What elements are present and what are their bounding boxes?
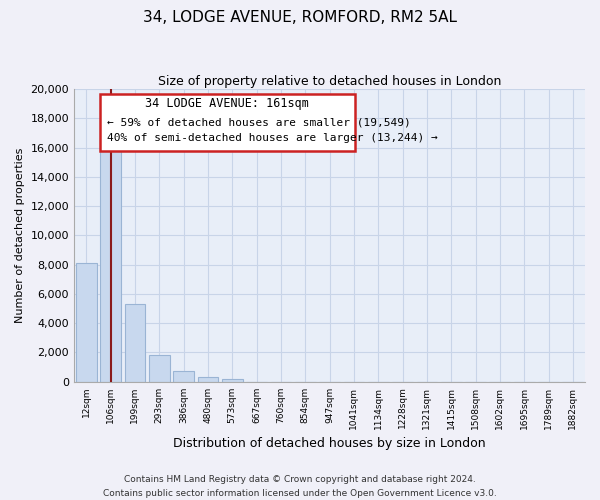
Text: Contains HM Land Registry data © Crown copyright and database right 2024.
Contai: Contains HM Land Registry data © Crown c… (103, 476, 497, 498)
X-axis label: Distribution of detached houses by size in London: Distribution of detached houses by size … (173, 437, 486, 450)
Bar (125, 304, 145, 382)
Text: 34 LODGE AVENUE: 161sqm: 34 LODGE AVENUE: 161sqm (145, 98, 309, 110)
Text: 34, LODGE AVENUE, ROMFORD, RM2 5AL: 34, LODGE AVENUE, ROMFORD, RM2 5AL (143, 10, 457, 25)
Title: Size of property relative to detached houses in London: Size of property relative to detached ho… (158, 75, 501, 88)
FancyBboxPatch shape (100, 94, 355, 150)
Y-axis label: Number of detached properties: Number of detached properties (15, 148, 25, 323)
Text: 40% of semi-detached houses are larger (13,244) →: 40% of semi-detached houses are larger (… (107, 133, 438, 143)
Bar (149, 356, 170, 382)
Bar (197, 378, 218, 382)
Text: ← 59% of detached houses are smaller (19,549): ← 59% of detached houses are smaller (19… (107, 117, 411, 127)
Bar (173, 370, 194, 382)
Bar (222, 379, 242, 382)
Bar (100, 139, 121, 382)
Bar (76, 263, 97, 382)
